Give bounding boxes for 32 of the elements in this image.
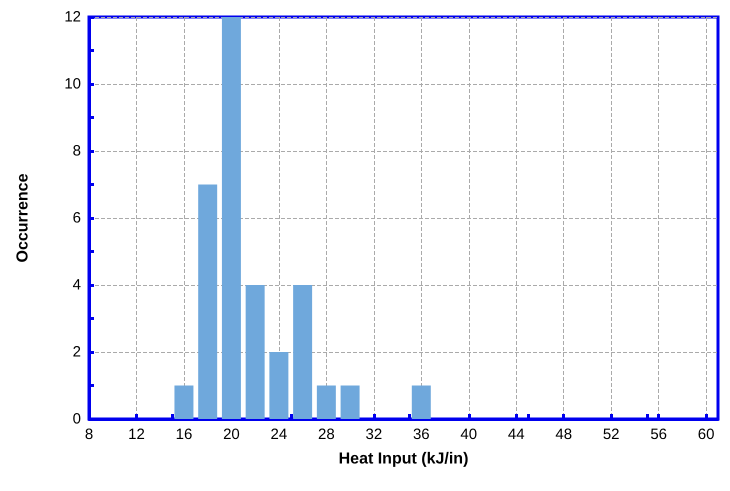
y-tick-label: 8	[72, 142, 81, 160]
x-tick-label: 48	[555, 426, 572, 443]
x-tick-label: 40	[460, 426, 478, 443]
x-tick-label: 52	[602, 426, 620, 443]
bar	[340, 386, 360, 419]
x-tick-label: 44	[508, 426, 525, 443]
bar	[316, 386, 336, 419]
x-tick-label: 32	[365, 426, 382, 443]
bar	[222, 17, 241, 419]
y-tick-label: 2	[72, 344, 81, 360]
y-tick-label: 6	[72, 210, 81, 226]
x-tick-label: 12	[128, 426, 145, 443]
y-tick-label: 4	[72, 276, 81, 294]
x-tick-label: 56	[650, 426, 668, 443]
bar	[269, 352, 288, 419]
bar	[174, 386, 194, 419]
bar	[198, 184, 218, 419]
x-axis-title: Heat Input (kJ/in)	[338, 450, 468, 468]
y-axis-title: Occurrence	[14, 173, 32, 262]
x-tick-label: 24	[270, 426, 288, 443]
x-tick-label: 20	[223, 426, 240, 443]
y-tick-label: 0	[72, 410, 81, 428]
x-tick-label: 16	[176, 426, 192, 443]
y-tick-label: 10	[64, 76, 81, 92]
x-tick-label: 60	[698, 426, 714, 443]
bar	[293, 285, 312, 419]
y-tick-label: 12	[64, 8, 81, 26]
x-tick-label: 28	[318, 426, 335, 443]
x-tick-label: 8	[84, 426, 94, 443]
bar	[412, 386, 431, 419]
x-tick-label: 36	[412, 426, 430, 443]
bar	[246, 285, 265, 419]
